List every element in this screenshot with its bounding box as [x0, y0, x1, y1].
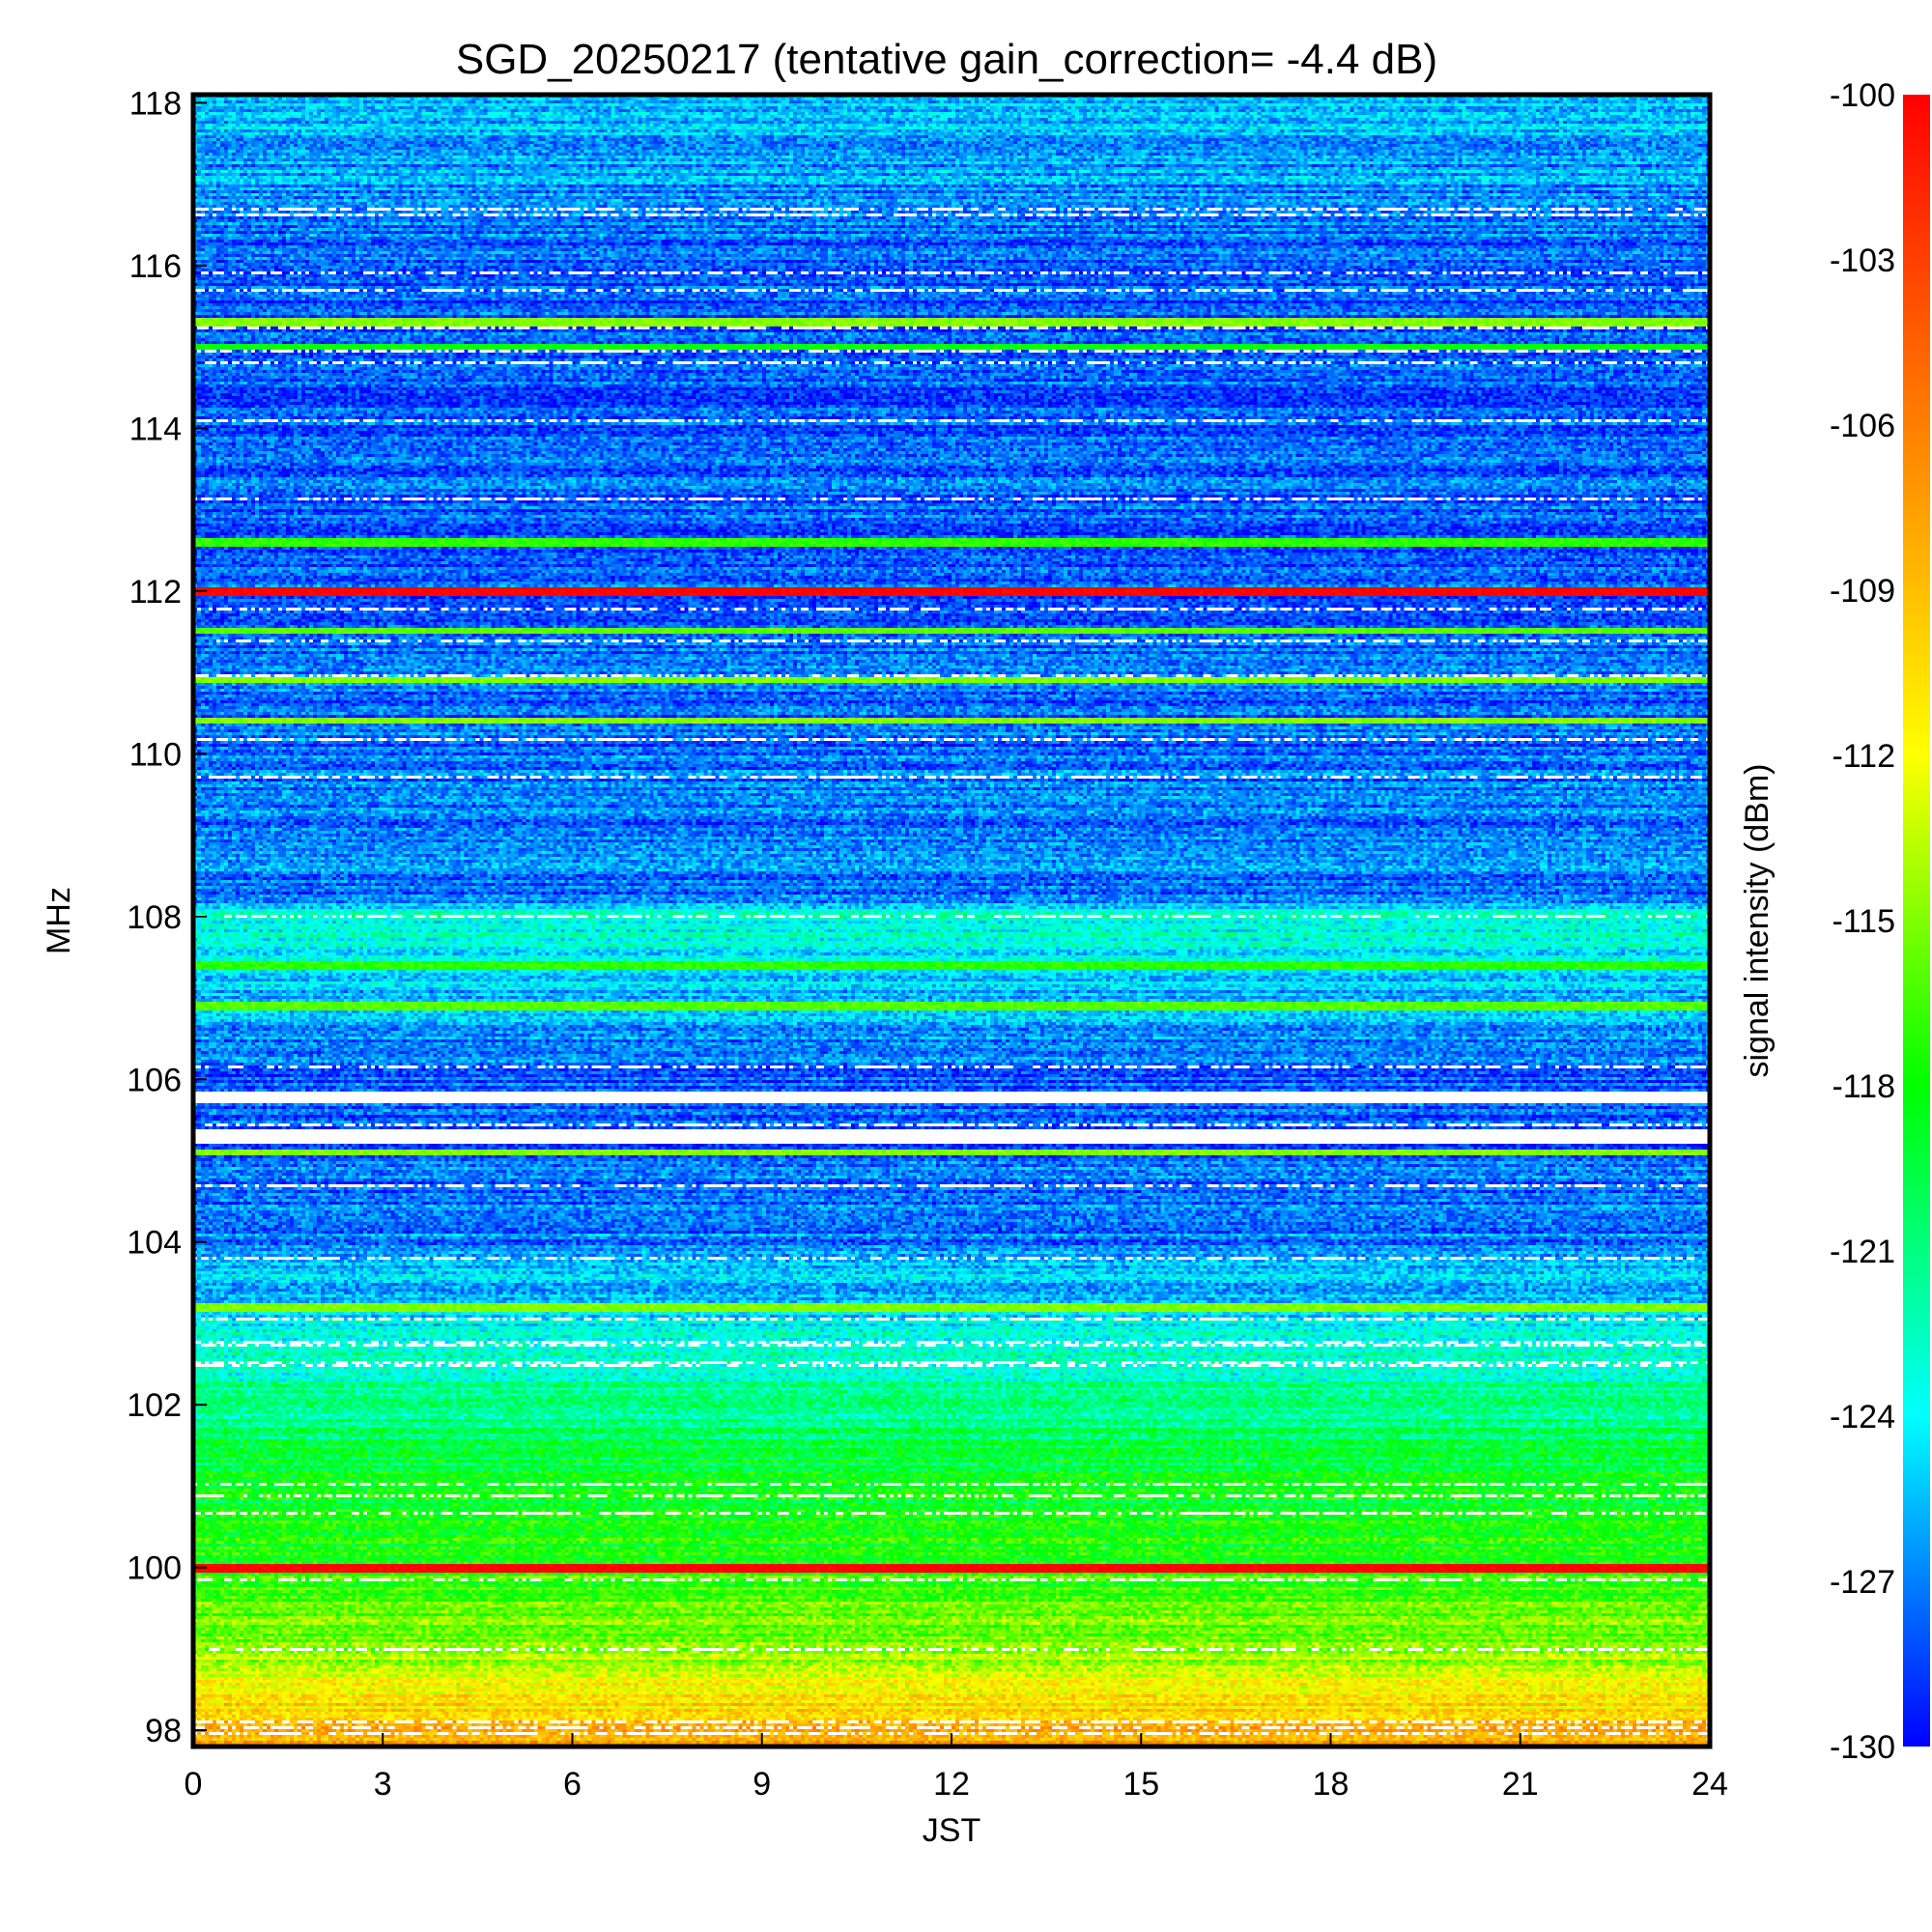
x-tick-label: 12 — [933, 1766, 970, 1803]
colorbar-tick-label: -121 — [1830, 1234, 1895, 1270]
y-tick-label: 100 — [127, 1550, 182, 1587]
colorbar — [1903, 95, 1930, 1747]
colorbar-tick-label: -124 — [1830, 1399, 1895, 1435]
x-tick-label: 18 — [1313, 1766, 1350, 1803]
y-tick-label: 102 — [127, 1387, 182, 1424]
colorbar-tick-label: -130 — [1830, 1729, 1895, 1766]
colorbar-tick-label: -118 — [1832, 1068, 1895, 1105]
colorbar-tick-label: -115 — [1832, 903, 1895, 940]
y-axis-ticks: 98 100 102 104 106 108 110 112 114 116 118 — [127, 85, 207, 1749]
x-tick-label: 6 — [563, 1766, 582, 1803]
colorbar-label: signal intensity (dBm) — [1739, 763, 1776, 1077]
colorbar-tick-label: -106 — [1830, 408, 1895, 444]
colorbar-tick-label: -103 — [1830, 242, 1895, 279]
heatmap-area — [193, 95, 1710, 1747]
y-tick-label: 98 — [145, 1713, 182, 1749]
y-tick-label: 116 — [129, 248, 182, 285]
chart-title: SGD_20250217 (tentative gain_correction=… — [456, 36, 1437, 83]
colorbar-tick-label: -100 — [1830, 77, 1895, 114]
x-tick-label: 9 — [753, 1766, 771, 1803]
x-tick-label: 0 — [185, 1766, 203, 1803]
colorbar-tick-label: -109 — [1830, 573, 1895, 610]
colorbar-tick-label: -112 — [1832, 738, 1895, 775]
x-tick-label: 3 — [374, 1766, 392, 1803]
y-tick-label: 110 — [129, 736, 182, 773]
plot-frame — [190, 92, 1713, 1749]
x-tick-label: 21 — [1502, 1766, 1539, 1803]
colorbar-ticks: -100 -103 -106 -109 -112 -115 -118 -121 -124 -127… — [1830, 77, 1895, 1766]
x-tick-label: 15 — [1122, 1766, 1159, 1803]
y-tick-label: 106 — [127, 1062, 182, 1098]
colorbar-tick-label: -127 — [1830, 1564, 1895, 1601]
y-tick-label: 118 — [129, 85, 182, 122]
heatmap-image — [193, 95, 1710, 1747]
x-tick-label: 24 — [1691, 1766, 1728, 1803]
y-axis-label: MHz — [41, 887, 77, 954]
y-tick-label: 108 — [127, 899, 182, 936]
y-tick-label: 114 — [129, 411, 182, 447]
y-tick-label: 112 — [129, 574, 182, 611]
colorbar-gradient — [1903, 95, 1930, 1747]
y-tick-label: 104 — [127, 1225, 182, 1262]
x-axis-label: JST — [923, 1812, 980, 1849]
